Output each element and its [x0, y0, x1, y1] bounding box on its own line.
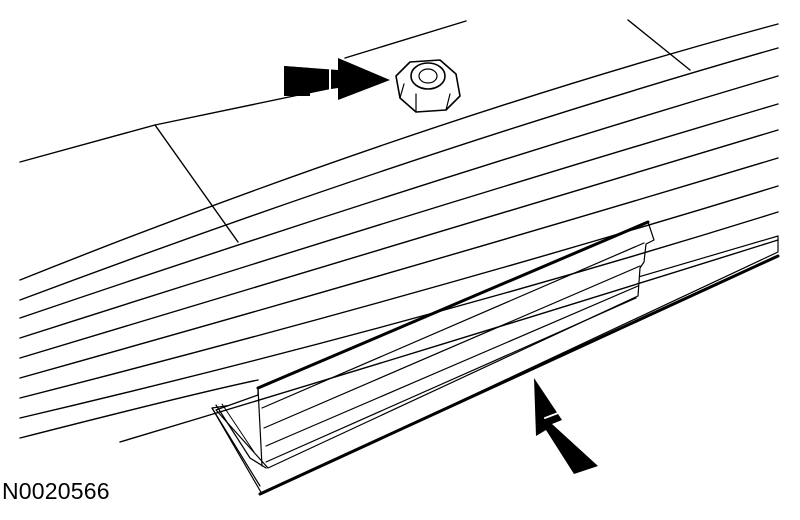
hex-nut — [395, 59, 461, 113]
figure-id-label: N0020566 — [2, 478, 110, 504]
leaf-spring-leaves — [19, 23, 779, 443]
spring-lower-edge — [19, 379, 259, 439]
frame-outline — [19, 19, 691, 243]
tip-insert-pad — [215, 220, 655, 469]
arrow-to-insert-icon — [534, 378, 598, 474]
arrow-to-nut-icon — [284, 58, 390, 100]
